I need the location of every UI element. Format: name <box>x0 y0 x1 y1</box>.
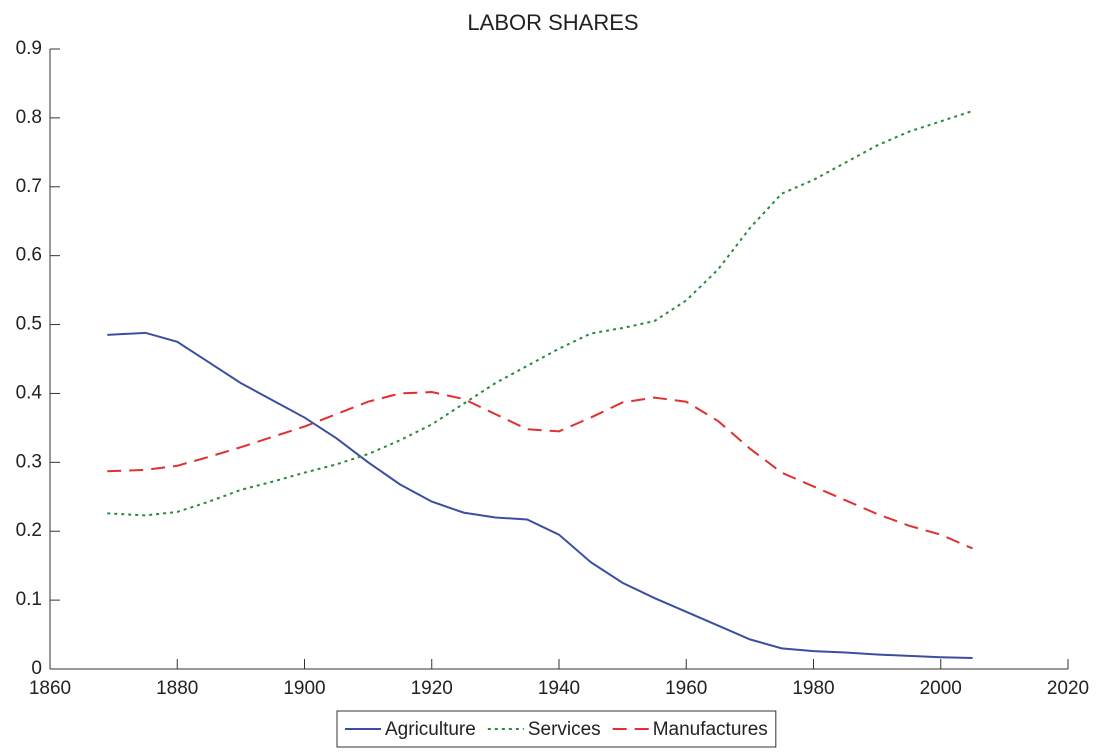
line-series <box>107 331 973 659</box>
line-series <box>107 110 973 517</box>
y-tick-label: 0.7 <box>16 176 42 197</box>
y-tick-label: 0.4 <box>16 382 43 403</box>
legend-label: Agriculture <box>385 719 476 740</box>
y-tick-label: 0.5 <box>16 314 42 335</box>
x-tick-label: 1940 <box>538 678 580 699</box>
legend-box <box>336 710 777 748</box>
line-series <box>107 391 973 550</box>
y-tick-label: 0.6 <box>16 245 42 266</box>
y-tick-label: 0.3 <box>16 451 42 472</box>
x-tick-label: 1880 <box>156 678 198 699</box>
x-tick-label: 1920 <box>411 678 453 699</box>
x-tick-label: 1860 <box>29 678 71 699</box>
chart-title: LABOR SHARES <box>467 10 638 35</box>
legend-label: Manufactures <box>653 719 768 740</box>
y-tick-label: 0.2 <box>16 520 42 541</box>
x-tick-label: 2020 <box>1047 678 1089 699</box>
y-tick-label: 0.8 <box>16 107 42 128</box>
y-tick-label: 0 <box>31 658 42 679</box>
x-tick-label: 2000 <box>920 678 962 699</box>
x-tick-label: 1980 <box>792 678 834 699</box>
y-tick-label: 0.1 <box>16 589 42 610</box>
x-tick-label: 1960 <box>665 678 707 699</box>
legend-label: Services <box>528 719 601 740</box>
x-tick-label: 1900 <box>283 678 325 699</box>
y-tick-label: 0.9 <box>16 38 42 59</box>
